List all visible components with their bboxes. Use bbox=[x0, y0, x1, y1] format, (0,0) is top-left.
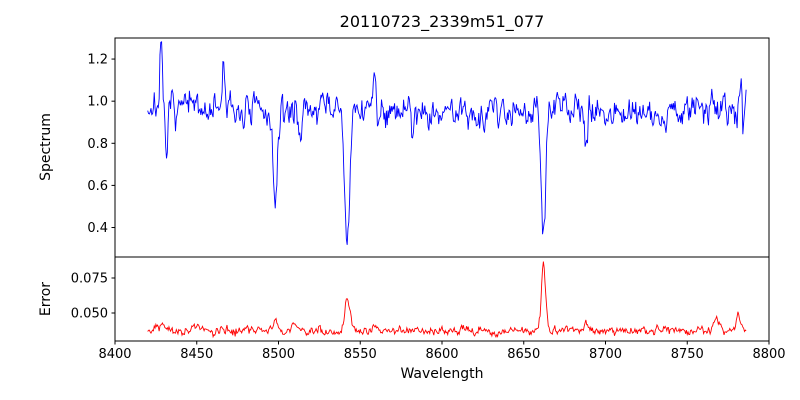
x-tick-label: 8650 bbox=[507, 347, 540, 362]
error-y-tick-label: 0.075 bbox=[71, 272, 108, 287]
x-tick-label: 8750 bbox=[671, 347, 704, 362]
x-tick-label: 8600 bbox=[425, 347, 458, 362]
axes-layer bbox=[114, 37, 770, 342]
spectrum-y-tick-label: 1.2 bbox=[87, 53, 108, 68]
x-axis-label: Wavelength bbox=[400, 366, 483, 382]
tick-layer: 0.4 0.6 0.8 1.0 1.2 0.050 0.075 8400 8450 8500 855… bbox=[71, 53, 786, 362]
spectrum-line bbox=[147, 41, 747, 245]
error-y-axis-label: Error bbox=[38, 282, 54, 316]
spectrum-y-tick-label: 0.6 bbox=[87, 179, 108, 194]
spectrum-y-tick-label: 0.4 bbox=[87, 221, 108, 236]
spectrum-y-tick-label: 0.8 bbox=[87, 137, 108, 152]
x-tick-label: 8800 bbox=[752, 347, 785, 362]
plot-title: 20110723_2339m51_077 bbox=[340, 12, 545, 32]
spectrum-y-axis-label: Spectrum bbox=[38, 113, 54, 181]
error-line bbox=[147, 261, 747, 339]
series-layer bbox=[147, 41, 747, 339]
x-tick-label: 8400 bbox=[98, 347, 131, 362]
x-tick-label: 8700 bbox=[589, 347, 622, 362]
x-tick-label: 8550 bbox=[344, 347, 377, 362]
x-tick-label: 8450 bbox=[180, 347, 213, 362]
spectrum-y-tick-label: 1.0 bbox=[87, 95, 108, 110]
x-tick-label: 8500 bbox=[262, 347, 295, 362]
spectrum-panel-border bbox=[114, 37, 770, 258]
error-y-tick-label: 0.050 bbox=[71, 307, 108, 322]
